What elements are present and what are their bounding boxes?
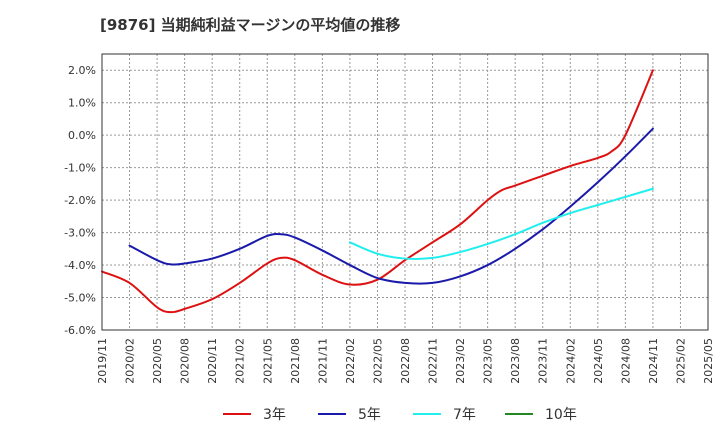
x-tick-label: 2025/02 (674, 338, 687, 384)
x-tick-label: 2022/08 (399, 338, 412, 384)
ytick-layer: 2.0% 1.0% 0.0% -1.0% -2.0% -3.0% -4.0% -5.0% -6.… (64, 64, 96, 337)
y-tick-label: -6.0% (64, 324, 96, 337)
x-tick-label: 2024/02 (564, 338, 577, 384)
y-tick-label: 2.0% (68, 64, 96, 77)
legend: 3年 5年 7年 10年 (223, 407, 577, 423)
x-tick-label: 2024/05 (592, 338, 605, 384)
x-tick-label: 2020/02 (124, 338, 137, 384)
x-tick-label: 2025/05 (702, 338, 715, 384)
x-tick-label: 2022/11 (427, 338, 440, 384)
y-tick-label: -3.0% (64, 227, 96, 240)
x-tick-label: 2019/11 (96, 338, 109, 384)
series-layer (101, 69, 654, 314)
x-tick-label: 2021/11 (316, 338, 329, 384)
legend-label-3: 10年 (545, 407, 577, 423)
series-line-2 (348, 187, 654, 260)
y-tick-label: -1.0% (64, 162, 96, 175)
x-tick-label: 2022/05 (371, 338, 384, 384)
x-tick-label: 2023/08 (509, 338, 522, 384)
x-tick-label: 2023/05 (482, 338, 495, 384)
x-tick-label: 2021/05 (261, 338, 274, 384)
x-tick-label: 2024/11 (647, 338, 660, 384)
y-tick-label: 0.0% (68, 129, 96, 142)
y-tick-label: -5.0% (64, 292, 96, 305)
y-tick-label: 1.0% (68, 97, 96, 110)
x-tick-label: 2023/02 (454, 338, 467, 384)
x-tick-label: 2022/02 (344, 338, 357, 384)
x-tick-label: 2020/05 (151, 338, 164, 384)
x-tick-label: 2021/08 (289, 338, 302, 384)
legend-label-2: 7年 (453, 407, 476, 423)
y-tick-label: -2.0% (64, 194, 96, 207)
x-tick-label: 2023/11 (537, 338, 550, 384)
x-tick-label: 2024/08 (619, 338, 632, 384)
y-tick-label: -4.0% (64, 259, 96, 272)
legend-label-0: 3年 (263, 407, 286, 423)
legend-label-1: 5年 (358, 407, 381, 423)
x-tick-label: 2020/11 (206, 338, 219, 384)
x-tick-label: 2020/08 (179, 338, 192, 384)
x-tick-label: 2021/02 (234, 338, 247, 384)
plot-frame (101, 53, 709, 331)
chart-title: [9876] 当期純利益マージンの平均値の推移 (100, 16, 401, 34)
series-line-0 (101, 69, 654, 314)
xtick-layer: 2019/11 2020/02 2020/05 2020/08 2020/11 2021/… (96, 338, 715, 384)
